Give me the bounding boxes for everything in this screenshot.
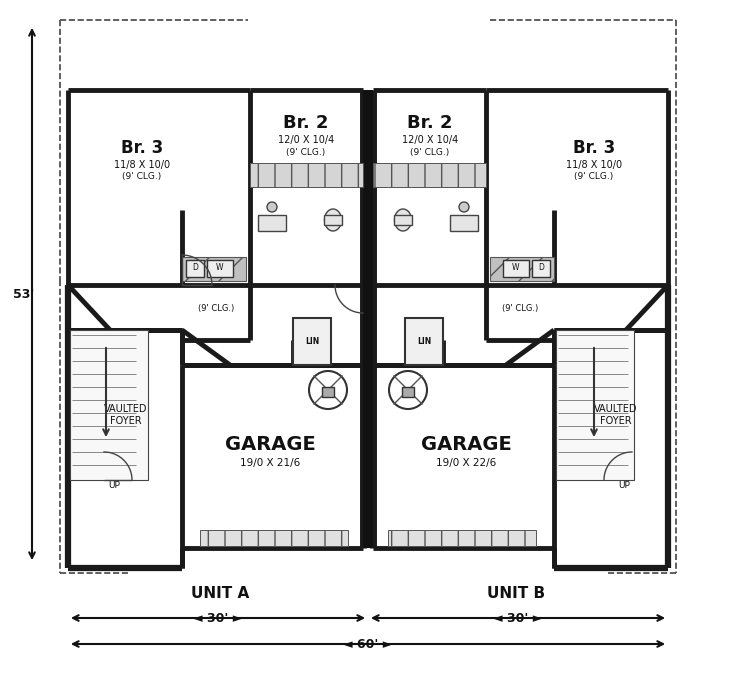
Text: (9' CLG.): (9' CLG.) xyxy=(122,173,162,182)
Bar xyxy=(186,260,204,277)
Text: UP: UP xyxy=(108,481,120,491)
Bar xyxy=(373,163,486,187)
Bar xyxy=(388,530,536,546)
Circle shape xyxy=(459,202,469,212)
Text: VAULTED
FOYER: VAULTED FOYER xyxy=(594,404,638,426)
Text: GARAGE: GARAGE xyxy=(421,435,512,454)
Bar xyxy=(450,215,478,231)
Text: LIN: LIN xyxy=(305,338,319,346)
Text: GARAGE: GARAGE xyxy=(224,435,315,454)
Text: (9' CLG.): (9' CLG.) xyxy=(411,148,450,157)
Text: D: D xyxy=(192,263,198,273)
Bar xyxy=(324,215,342,225)
Text: 12/0 X 10/4: 12/0 X 10/4 xyxy=(402,135,458,145)
Text: LIN: LIN xyxy=(417,338,431,346)
Circle shape xyxy=(389,371,427,409)
Text: UNIT B: UNIT B xyxy=(487,587,545,601)
Bar xyxy=(293,318,331,365)
Text: Br. 3: Br. 3 xyxy=(121,139,163,157)
Text: 11/8 X 10/0: 11/8 X 10/0 xyxy=(566,160,622,170)
Bar xyxy=(207,260,233,277)
Text: W: W xyxy=(512,263,520,273)
Circle shape xyxy=(267,202,277,212)
Bar xyxy=(250,163,363,187)
Text: ◄ 30' ►: ◄ 30' ► xyxy=(493,612,542,626)
Bar xyxy=(363,90,373,548)
Text: ◄ 60' ►: ◄ 60' ► xyxy=(343,639,393,651)
Text: D: D xyxy=(538,263,544,273)
Bar xyxy=(200,530,348,546)
Text: 12/0 X 10/4: 12/0 X 10/4 xyxy=(278,135,334,145)
Text: (9' CLG.): (9' CLG.) xyxy=(502,304,538,313)
Text: 53': 53' xyxy=(13,288,35,300)
Circle shape xyxy=(309,371,347,409)
Text: W: W xyxy=(216,263,224,273)
Bar xyxy=(182,257,246,281)
Text: Br. 2: Br. 2 xyxy=(283,114,329,132)
Bar xyxy=(394,215,412,225)
Bar xyxy=(322,387,334,397)
Text: (9' CLG.): (9' CLG.) xyxy=(286,148,325,157)
Bar xyxy=(405,318,443,365)
Bar xyxy=(258,215,286,231)
Bar xyxy=(70,330,148,480)
Text: (9' CLG.): (9' CLG.) xyxy=(574,173,614,182)
Text: VAULTED
FOYER: VAULTED FOYER xyxy=(105,404,148,426)
Bar xyxy=(556,330,634,480)
Ellipse shape xyxy=(325,209,342,231)
Text: Br. 3: Br. 3 xyxy=(573,139,615,157)
Text: 19/0 X 22/6: 19/0 X 22/6 xyxy=(436,458,496,468)
Bar xyxy=(402,387,414,397)
Bar xyxy=(532,260,550,277)
Text: 19/0 X 21/6: 19/0 X 21/6 xyxy=(240,458,300,468)
Text: Br. 2: Br. 2 xyxy=(407,114,453,132)
Bar xyxy=(490,257,554,281)
Text: UP: UP xyxy=(618,481,630,491)
Ellipse shape xyxy=(394,209,411,231)
Text: UNIT A: UNIT A xyxy=(191,587,249,601)
Text: 11/8 X 10/0: 11/8 X 10/0 xyxy=(114,160,170,170)
Text: (9' CLG.): (9' CLG.) xyxy=(198,304,234,313)
Text: ◄ 30' ►: ◄ 30' ► xyxy=(194,612,243,626)
Bar xyxy=(503,260,529,277)
